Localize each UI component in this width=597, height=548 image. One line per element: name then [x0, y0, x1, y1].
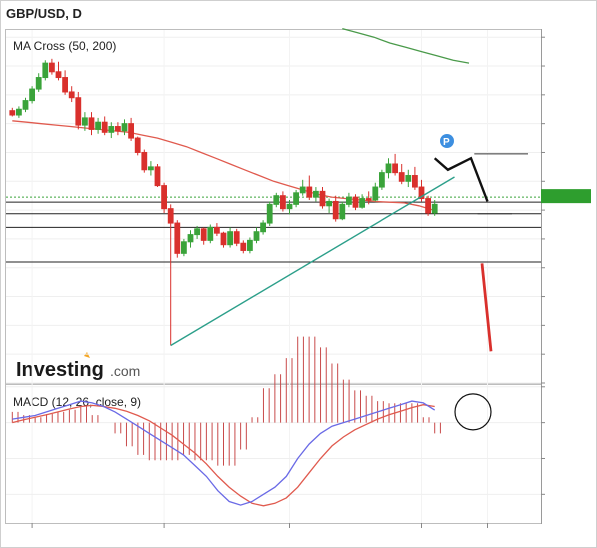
candle-body	[75, 97, 82, 126]
candle-body	[9, 110, 16, 116]
candle-body	[425, 198, 432, 214]
candle-body	[379, 172, 385, 188]
candle-body	[227, 231, 233, 246]
candle-body	[392, 163, 399, 174]
axis-layer	[31, 36, 591, 528]
candle-body	[233, 231, 240, 244]
candle-body	[200, 228, 207, 241]
candle-body	[174, 222, 181, 254]
candle-body	[352, 196, 359, 208]
candle-body	[88, 117, 95, 130]
candle-layer	[9, 58, 438, 346]
macd-crossover-highlight	[454, 393, 492, 431]
candle-body	[346, 196, 352, 205]
candle-body	[167, 208, 174, 224]
macd-layer	[11, 336, 492, 507]
price-panel-frame	[5, 29, 542, 384]
candle-body	[108, 126, 115, 133]
candle-body	[22, 100, 29, 110]
candle-body	[95, 121, 101, 130]
pivot-marker-letter: P	[443, 137, 450, 148]
candle-body	[247, 239, 253, 251]
candle-body	[134, 137, 141, 153]
candle-body	[405, 175, 412, 182]
investing-watermark: Investing .com	[16, 352, 140, 381]
wave5-projection	[480, 263, 493, 352]
candle-body	[306, 186, 313, 198]
candle-body	[194, 228, 200, 236]
ma200-line	[342, 27, 470, 64]
candle-body	[431, 203, 438, 214]
candle-body	[207, 226, 214, 241]
candle-body	[339, 203, 346, 220]
candle-body	[55, 71, 62, 79]
candle-body	[266, 203, 273, 224]
candle-body	[101, 121, 108, 133]
candle-body	[273, 195, 280, 205]
candle-body	[49, 62, 55, 73]
candle-body	[280, 195, 286, 210]
candle-body	[412, 175, 418, 188]
last-price-tag	[541, 189, 591, 204]
candle-body	[187, 234, 194, 243]
candle-body	[319, 190, 326, 207]
candle-body	[326, 200, 333, 207]
candle-body	[313, 190, 319, 198]
macd-signal-line	[12, 404, 435, 507]
candle-body	[260, 222, 267, 233]
candle-body	[220, 232, 227, 246]
watermark-flame-icon	[84, 352, 90, 358]
candle-body	[115, 126, 121, 132]
pivot-marker-icon	[440, 134, 454, 148]
candle-body	[398, 172, 405, 182]
candle-body	[161, 185, 167, 210]
candle-body	[365, 198, 372, 201]
candle-body	[62, 77, 69, 93]
candle-body	[385, 163, 392, 174]
candle-body	[141, 151, 148, 171]
watermark-suffix: .com	[110, 363, 140, 379]
candle-body	[332, 200, 339, 220]
chart-title: GBP/USD, D	[6, 6, 82, 21]
level-layer	[6, 196, 541, 263]
candle-body	[82, 117, 88, 126]
candle-body	[359, 198, 366, 208]
candle-body	[181, 241, 187, 254]
candle-body	[293, 192, 300, 205]
drawing-layer: P	[170, 134, 528, 352]
candle-body	[372, 186, 379, 201]
candle-body	[68, 91, 75, 99]
watermark-brand: Investing	[16, 359, 104, 381]
candle-body	[128, 123, 134, 139]
candle-body	[42, 62, 49, 79]
indicator-label: MA Cross (50, 200)	[13, 39, 116, 53]
candle-body	[299, 186, 306, 194]
macd-line	[12, 400, 436, 506]
candle-body	[148, 166, 154, 171]
candle-body	[29, 88, 36, 102]
candle-body	[214, 226, 220, 234]
candle-body	[121, 123, 128, 132]
candle-body	[35, 77, 42, 90]
grid-layer	[6, 30, 541, 523]
trend-line	[170, 176, 455, 347]
wave4-abc-path	[433, 156, 489, 202]
candle-body	[154, 166, 161, 187]
candle-body	[418, 186, 425, 200]
candle-body	[240, 242, 247, 251]
candle-body	[253, 231, 260, 241]
candle-body	[16, 108, 22, 116]
candle-body	[286, 203, 293, 210]
